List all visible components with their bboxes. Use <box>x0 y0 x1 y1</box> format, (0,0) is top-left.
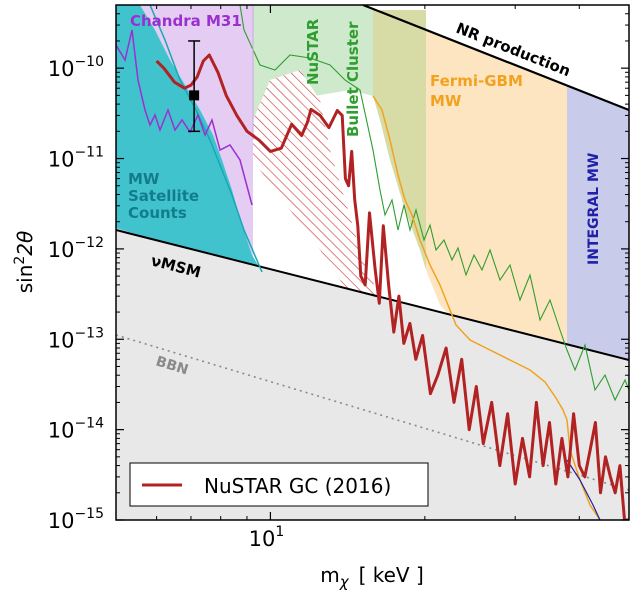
mw-satellite-region <box>116 5 262 272</box>
x-tick-label-exp: 1 <box>275 524 284 540</box>
y-tick-label-base: 10 <box>48 148 75 172</box>
fermi-label-2: MW <box>430 92 462 110</box>
y-tick-label-exp: −13 <box>74 325 104 341</box>
y-tick-label: 10−11 <box>48 145 104 172</box>
bullet-line <box>239 5 629 402</box>
mw-satellite-label-3: Counts <box>128 204 187 222</box>
x-tick-label-base: 10 <box>249 527 276 551</box>
mw-satellite-line <box>149 5 263 273</box>
y-tick-label-exp: −11 <box>74 145 104 161</box>
y-tick-label-exp: −15 <box>74 506 104 522</box>
legend: NuSTAR GC (2016) <box>129 462 429 507</box>
chandra-line <box>116 29 253 206</box>
chandra-label: Chandra M31 <box>130 12 242 30</box>
y-axis-label-main: sin <box>13 265 37 294</box>
nustar-hatch-region <box>253 70 570 430</box>
nr-production-line <box>362 5 629 112</box>
y-tick-label: 10−14 <box>48 416 104 443</box>
legend-label: NuSTAR GC (2016) <box>204 474 391 498</box>
integral-label: INTEGRAL MW <box>586 153 602 265</box>
y-axis-label-sup: 2 <box>12 256 28 265</box>
x-axis-label-unit: [ keV ] <box>359 563 424 587</box>
vmsm-region <box>116 230 629 520</box>
y-tick-label-base: 10 <box>48 57 75 81</box>
y-tick-label-base: 10 <box>48 419 75 443</box>
y-tick-label-exp: −12 <box>74 235 104 251</box>
data-point-marker <box>189 90 200 101</box>
y-tick-label-exp: −10 <box>74 54 104 70</box>
vmsm-line <box>116 229 629 361</box>
x-axis-label-sub: χ <box>339 573 350 590</box>
mw-satellite-label-1: MW <box>128 170 160 188</box>
nustar-label: NuSTAR <box>304 18 322 85</box>
series-line-0 <box>155 53 629 520</box>
y-tick-label: 10−15 <box>48 506 104 533</box>
x-tick-label: 101 <box>249 524 285 551</box>
y-tick-label-exp: −14 <box>74 416 104 432</box>
mw-satellite-label-2: Satellite <box>128 187 199 205</box>
y-axis-label: sin22θ <box>12 231 37 294</box>
x-axis-label: mχ [ keV ] <box>320 563 424 590</box>
x-axis-label-main: m <box>320 563 339 587</box>
integral-line <box>566 459 601 520</box>
y-tick-label-base: 10 <box>48 328 75 352</box>
y-axis-label-tail: 2θ <box>13 231 37 256</box>
y-tick-label: 10−12 <box>48 235 104 262</box>
y-tick-label-base: 10 <box>48 509 75 533</box>
fermi-line <box>372 95 601 520</box>
y-tick-label: 10−13 <box>48 325 104 352</box>
fermi-label-1: Fermi-GBM <box>430 72 523 90</box>
bullet-label: Bullet Cluster <box>344 21 362 137</box>
y-tick-label-base: 10 <box>48 238 75 262</box>
y-tick-label: 10−10 <box>48 54 104 81</box>
